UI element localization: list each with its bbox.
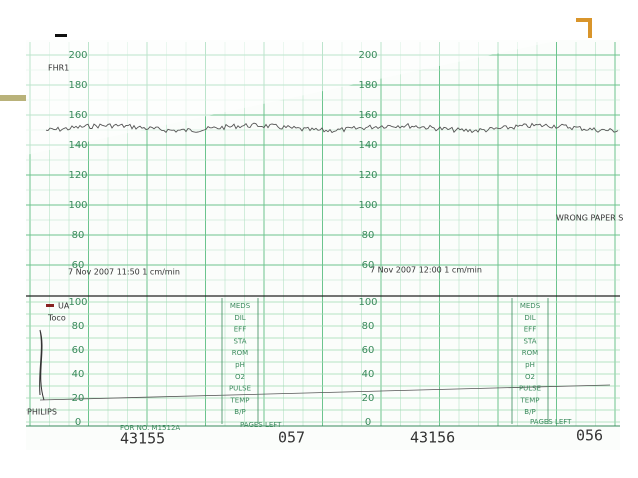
notes-field: O2 [235,373,245,381]
pages-left-label: PAGES LEFT [530,418,572,426]
fhr-scale-label: 80 [72,230,85,241]
notes-field: O2 [525,373,535,381]
ua-legend-swatch [46,304,54,307]
pages-left-label: PAGES LEFT [240,421,282,429]
notes-field: B/P [234,408,245,416]
fhr-scale-label: 100 [68,200,87,211]
ua-scale-label: 20 [362,393,375,404]
fhr-scale-label: 80 [362,230,375,241]
notes-field: B/P [524,408,535,416]
notes-field: PULSE [229,385,251,393]
title-dash [55,34,67,37]
ua-scale-label: 80 [362,321,375,332]
page-number: 43155 [120,430,165,448]
toco-legend: Toco [47,314,66,323]
notes-field: DIL [234,314,245,322]
fhr-scale-label: 140 [358,140,377,151]
warning: WRONG PAPER S [556,214,623,223]
ua-scale-label: 100 [358,297,377,308]
ua-scale-label: 40 [362,369,375,380]
fhr-scale-label: 60 [362,260,375,271]
notes-field: TEMP [230,396,250,404]
ua-scale-label: 60 [362,345,375,356]
notes-field: STA [234,337,247,345]
ua-scale-label: 20 [72,393,85,404]
pages-left: 057 [278,429,305,447]
paper-fold [26,40,560,155]
ua-scale-label: 0 [365,417,371,428]
ua-scale-label: 80 [72,321,85,332]
brand: PHILIPS [27,408,57,417]
page-number: 43156 [410,429,455,447]
fhr-scale-label: 120 [358,170,377,181]
ua-legend: UA [58,302,70,311]
notes-field: DIL [524,314,535,322]
fhr-scale-label: 160 [68,110,87,121]
fhr-trace [45,122,619,134]
fhr-scale-label: 140 [68,140,87,151]
ctg-paper [26,40,620,450]
ua-scale-label: 60 [72,345,85,356]
fhr-scale-label: 200 [358,50,377,61]
notes-field: ROM [232,349,248,357]
fhr-scale-label: 120 [68,170,87,181]
pen-scribble [39,329,45,401]
corner-bracket [576,18,592,38]
notes-field: MEDS [230,302,251,310]
fhr-scale-label: 200 [68,50,87,61]
notes-field: PULSE [519,385,541,393]
fhr-scale-label: 180 [358,80,377,91]
notes-field: ROM [522,349,538,357]
ua-scale-label: 100 [68,297,87,308]
timestamp: 7 Nov 2007 12:00 1 cm/min [370,266,482,275]
fhr-scale-label: 180 [68,80,87,91]
notes-field: pH [235,361,245,369]
notes-field: STA [524,337,537,345]
toco-trace [39,384,611,401]
notes-field: MEDS [520,302,541,310]
fhr-scale-label: 60 [72,260,85,271]
fhr-scale-label: 100 [358,200,377,211]
notes-field: EFF [524,326,536,334]
notes-field: TEMP [520,396,540,404]
ua-scale-label: 40 [72,369,85,380]
accent-bar [0,95,26,101]
notes-field: pH [525,361,535,369]
ua-scale-label: 0 [75,417,81,428]
fhr-scale-label: 160 [358,110,377,121]
form-number: FOR NO. M1512A [120,424,180,432]
notes-field: EFF [234,326,246,334]
timestamp: 7 Nov 2007 11:50 1 cm/min [68,268,180,277]
pages-left: 056 [576,427,603,445]
fhr-legend: FHR1 [48,64,69,73]
